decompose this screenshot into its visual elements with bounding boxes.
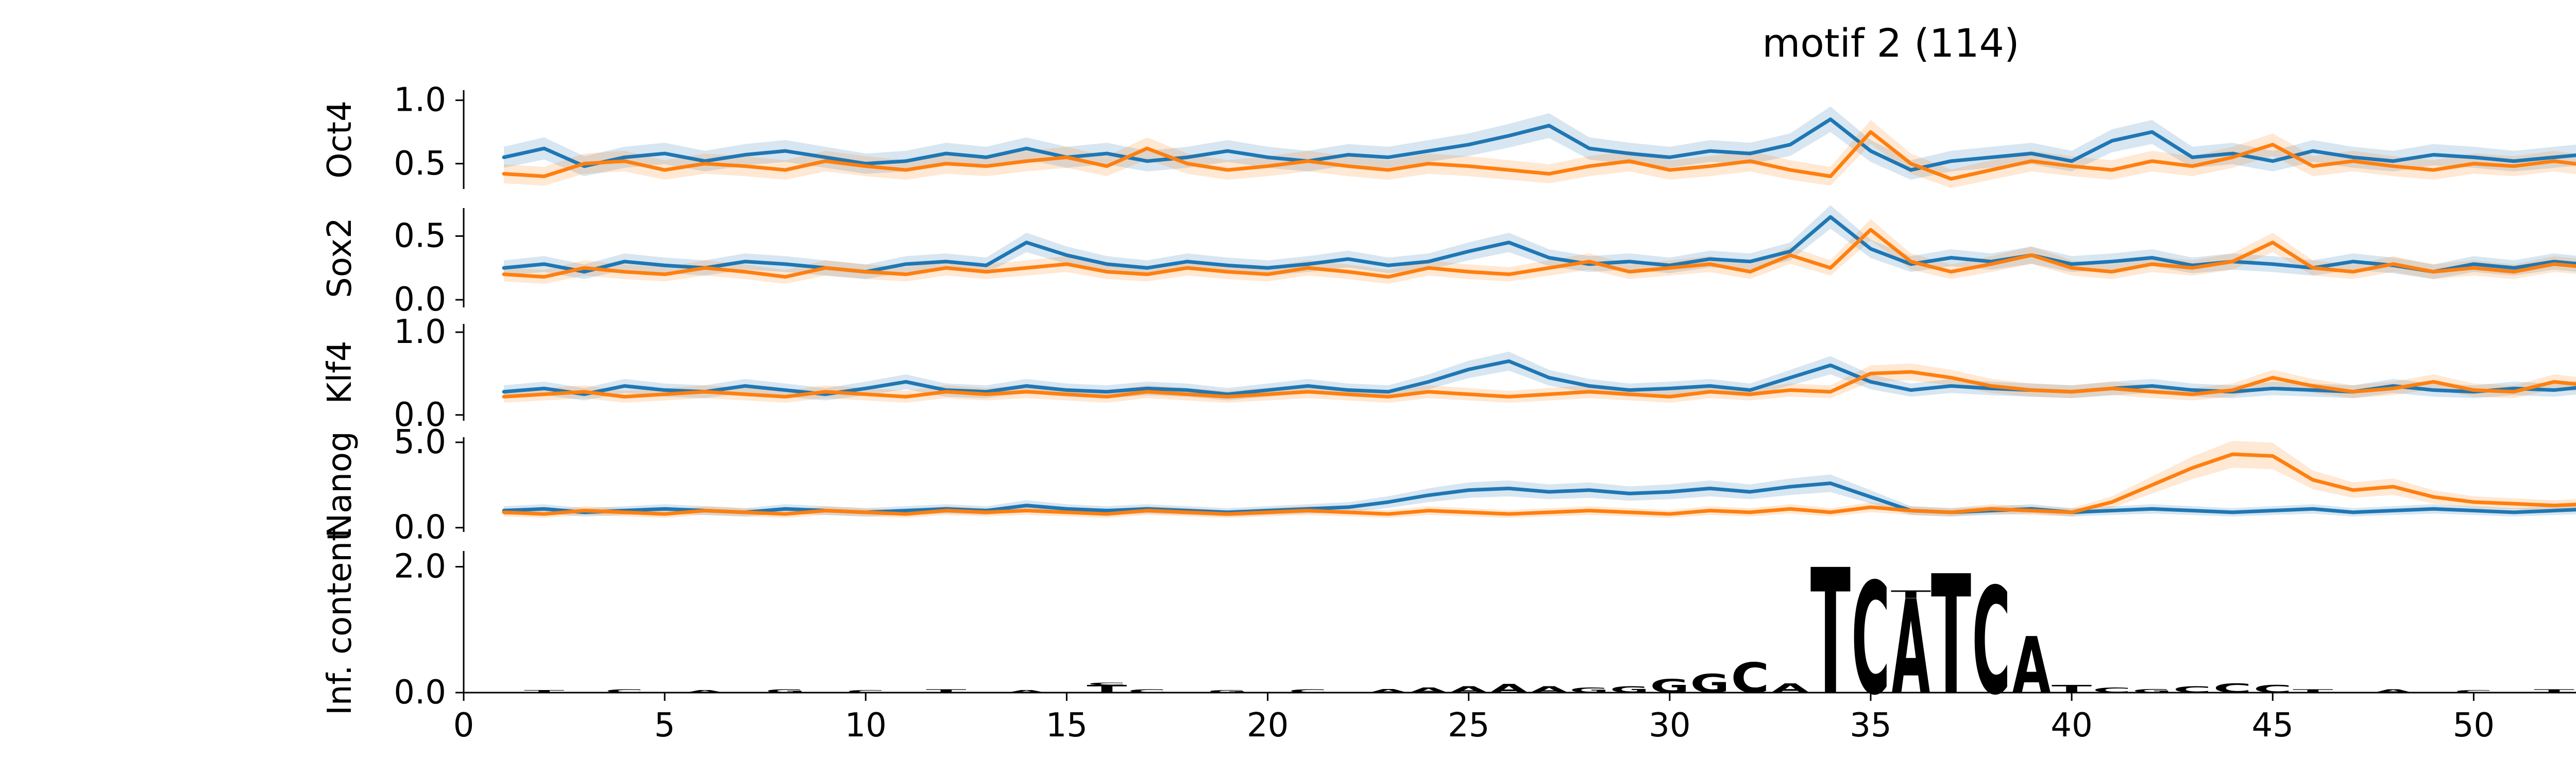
logo-letter-C: C bbox=[1128, 688, 1166, 694]
logo-letter-A: A bbox=[686, 690, 724, 694]
x-tick-label: 5 bbox=[654, 707, 675, 745]
logo-letter-C: C bbox=[1972, 558, 2011, 728]
subplot-sox2: 0.0 0.5 Sox2 bbox=[321, 205, 2576, 319]
logo-letter-C: C bbox=[1852, 550, 1890, 729]
logo-letter-T: T bbox=[2534, 688, 2574, 694]
y-axis-label-inf-content: Inf. content bbox=[321, 528, 359, 715]
logo-letter-G: G bbox=[1208, 690, 1247, 694]
logo-letter-A: A bbox=[1771, 681, 1810, 696]
x-tick-label: 30 bbox=[1649, 707, 1690, 745]
logo-letter-C: C bbox=[2213, 681, 2252, 696]
y-tick-label: 1.0 bbox=[394, 313, 446, 351]
logo-letter-T: T bbox=[2293, 688, 2333, 694]
series-line-orange bbox=[502, 130, 2576, 181]
series-line-orange bbox=[502, 370, 2576, 399]
logo-letter-G: G bbox=[766, 688, 805, 694]
logo-letter-C: C bbox=[605, 688, 644, 694]
series-line-orange bbox=[502, 452, 2576, 516]
series-line-orange bbox=[502, 228, 2576, 279]
x-tick-label: 50 bbox=[2453, 707, 2495, 745]
y-tick-label: 0.5 bbox=[394, 217, 446, 255]
y-axis-label-nanog: Nanog bbox=[321, 431, 359, 538]
logo-letter-T: T bbox=[524, 690, 564, 694]
x-tick-label: 40 bbox=[2050, 707, 2092, 745]
plot-body: 0.51.0Oct40.00.5Sox20.01.0Klf40.05.0Nano… bbox=[321, 81, 2576, 745]
logo-letter-C: C bbox=[1088, 682, 1126, 686]
logo-letter-C: C bbox=[1289, 688, 1327, 694]
logo-letter-A: A bbox=[1369, 688, 1408, 694]
subplot-nanog: 0.0 5.0 Nanog bbox=[321, 423, 2576, 547]
chart-title: motif 2 (114) bbox=[1762, 20, 2019, 66]
x-tick-label: 0 bbox=[453, 707, 474, 745]
series-line-blue bbox=[502, 215, 2576, 274]
logo-letter-A: A bbox=[2374, 688, 2413, 694]
subplot-oct4: 0.5 1.0 Oct4 bbox=[321, 81, 2576, 189]
confidence-band-blue bbox=[504, 106, 2576, 180]
logo-letter-G: G bbox=[1690, 669, 1730, 699]
logo-letter-A: A bbox=[1007, 690, 1046, 694]
x-tick-label: 10 bbox=[845, 707, 887, 745]
x-tick-label: 15 bbox=[1046, 707, 1088, 745]
logo-letter-T: T bbox=[1891, 589, 1931, 600]
y-tick-label: 0.0 bbox=[394, 509, 446, 547]
logo-letter-T: T bbox=[1810, 533, 1851, 734]
y-tick-label: 2.0 bbox=[394, 548, 446, 586]
y-tick-label: 1.0 bbox=[394, 81, 446, 119]
x-tick-label: 20 bbox=[1247, 707, 1289, 745]
y-tick-label: 0.0 bbox=[394, 396, 446, 434]
x-tick-label: 25 bbox=[1448, 707, 1489, 745]
y-tick-label: 5.0 bbox=[394, 423, 446, 461]
y-tick-label: 0.5 bbox=[394, 145, 446, 183]
x-tick-label: 35 bbox=[1850, 707, 1891, 745]
logo-letter-A: A bbox=[1892, 572, 1930, 723]
logo-letter-A: A bbox=[1489, 681, 1528, 695]
subplot-klf4: 0.0 1.0 Klf4 bbox=[321, 313, 2576, 434]
logo-letter-C: C bbox=[2454, 690, 2493, 694]
logo-letter-T: T bbox=[1931, 541, 1971, 732]
y-tick-label: 0.0 bbox=[394, 281, 446, 319]
logo-letter-T: T bbox=[926, 688, 967, 694]
y-axis-label-oct4: Oct4 bbox=[321, 100, 359, 178]
y-axis-label-sox2: Sox2 bbox=[321, 217, 359, 298]
logo-letter-A: A bbox=[2012, 621, 2051, 711]
series-line-blue bbox=[502, 359, 2576, 397]
confidence-band-orange bbox=[504, 119, 2576, 188]
y-tick-label: 0.0 bbox=[394, 674, 446, 712]
y-axis-label-klf4: Klf4 bbox=[321, 341, 359, 404]
x-tick-label: 45 bbox=[2252, 707, 2294, 745]
logo-letter-C: C bbox=[1731, 655, 1769, 703]
series-line-blue bbox=[502, 117, 2576, 172]
logo-letter-G: G bbox=[2132, 688, 2172, 694]
logo-letter-C: C bbox=[846, 690, 885, 694]
